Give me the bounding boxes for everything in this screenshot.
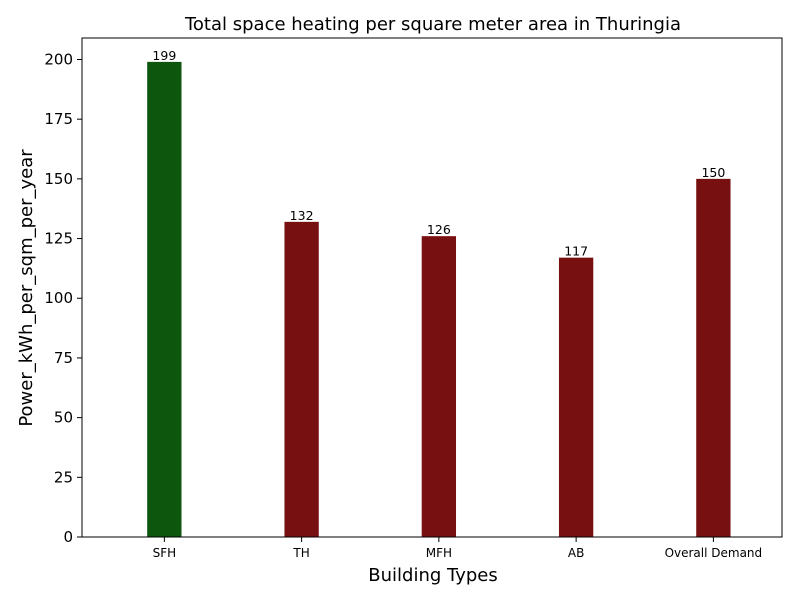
x-tick-label: MFH xyxy=(426,546,452,560)
x-tick-label: TH xyxy=(292,546,309,560)
y-tick-label: 75 xyxy=(54,349,73,367)
data-label: 126 xyxy=(427,222,451,237)
x-tick-label: Overall Demand xyxy=(665,546,763,560)
data-label: 117 xyxy=(564,244,588,259)
y-tick-label: 25 xyxy=(54,468,73,486)
y-tick-label: 50 xyxy=(54,409,73,427)
bars xyxy=(147,61,731,537)
x-axis-ticks: SFH TH MFH AB Overall Demand xyxy=(153,537,763,560)
y-tick-label: 0 xyxy=(63,528,73,546)
y-tick-label: 200 xyxy=(44,50,73,68)
y-tick-label: 100 xyxy=(44,289,73,307)
bar-mfh xyxy=(421,236,457,537)
chart-title: Total space heating per square meter are… xyxy=(184,14,681,35)
data-label: 150 xyxy=(701,165,725,180)
y-tick-label: 175 xyxy=(44,110,73,128)
y-axis-label: Power_kWh_per_sqm_per_year xyxy=(16,149,37,427)
y-tick-label: 150 xyxy=(44,170,73,188)
y-tick-label: 125 xyxy=(44,230,73,248)
bar-sfh xyxy=(147,61,182,537)
x-axis-label: Building Types xyxy=(368,565,497,586)
y-axis-ticks: 0 25 50 75 100 125 150 175 200 xyxy=(44,50,82,546)
bar-ab xyxy=(558,257,594,537)
plot-frame xyxy=(81,37,783,538)
bar-th xyxy=(284,221,319,537)
bar-overall-demand xyxy=(696,178,731,537)
x-tick-label: AB xyxy=(568,546,584,560)
data-labels: 199 132 126 117 150 xyxy=(152,48,725,259)
data-label: 199 xyxy=(152,48,176,63)
data-label: 132 xyxy=(290,208,314,223)
x-tick-label: SFH xyxy=(153,546,177,560)
